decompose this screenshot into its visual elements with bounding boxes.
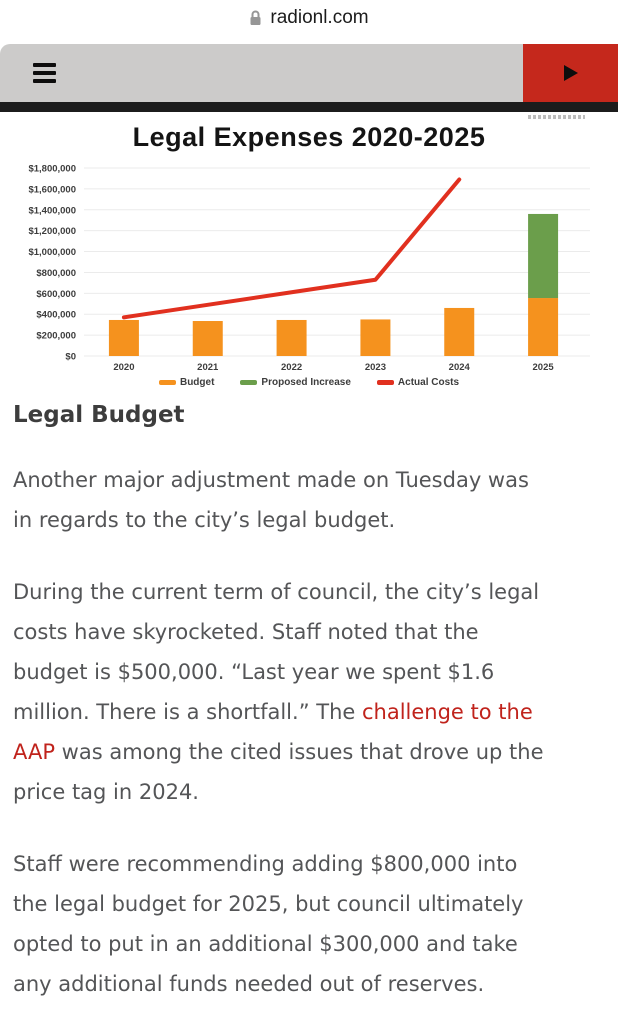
menu-button[interactable] <box>33 59 56 87</box>
play-icon <box>563 65 578 81</box>
header-divider <box>0 102 618 112</box>
y-tick-label: $1,400,000 <box>28 205 76 216</box>
bar-budget-2025 <box>528 298 559 356</box>
legend-swatch-actual-costs <box>376 380 394 385</box>
chart-legend: Budget Proposed Increase Actual Costs <box>0 377 618 388</box>
bar-budget-2020 <box>108 319 139 356</box>
legend-item-proposed-increase: Proposed Increase <box>240 377 351 388</box>
x-tick-label-2022: 2022 <box>281 362 302 373</box>
article-body: Legal Budget Another major adjustment ma… <box>0 402 618 1004</box>
legend-item-actual-costs: Actual Costs <box>376 377 460 388</box>
legend-item-budget: Budget <box>158 377 215 388</box>
paragraph-3: Staff were recommending adding $800,000 … <box>13 852 524 996</box>
paragraph-2: During the current term of council, the … <box>13 572 605 812</box>
bar-budget-2023 <box>360 319 391 356</box>
expenses-chart: $0 $200,000 $400,000 $600,000 $800,000 $1,000… <box>28 164 590 373</box>
bar-budget-2022 <box>276 319 307 356</box>
play-button[interactable] <box>523 44 618 102</box>
legend-label: Actual Costs <box>397 377 460 388</box>
watermark-smudge <box>528 115 585 119</box>
hamburger-icon <box>33 63 56 83</box>
y-tick-label: $800,000 <box>36 268 76 279</box>
legend-label: Proposed Increase <box>261 377 351 388</box>
y-tick-label: $1,600,000 <box>28 184 76 195</box>
lock-icon <box>250 10 261 25</box>
legend-swatch-proposed-increase <box>240 380 258 385</box>
y-tick-label: $1,800,000 <box>28 164 76 175</box>
paragraph-text: During the current term of council, the … <box>13 580 540 724</box>
nav-bar <box>0 44 618 102</box>
x-tick-label-2023: 2023 <box>365 362 386 373</box>
article-link-challenge-aap[interactable]: challenge to the AAP <box>13 700 533 764</box>
chart-section: Legal Expenses 2020-2025 $0 $200,000 $400,… <box>0 122 618 388</box>
site-header <box>0 44 618 112</box>
y-tick-label: $1,200,000 <box>28 226 76 237</box>
bar-proposed-increase-2025 <box>528 213 559 299</box>
legend-label: Budget <box>179 377 215 388</box>
x-tick-label-2020: 2020 <box>113 362 134 373</box>
y-tick-label: $600,000 <box>36 289 76 300</box>
x-tick-label-2025: 2025 <box>533 362 555 373</box>
browser-address-bar[interactable]: radionl.com <box>0 0 618 36</box>
bar-budget-2024 <box>444 307 475 356</box>
y-tick-label: $200,000 <box>36 331 76 342</box>
bar-budget-2021 <box>192 321 223 356</box>
y-tick-label: $400,000 <box>36 310 76 321</box>
line-actual-costs <box>121 177 462 320</box>
y-tick-label: $1,000,000 <box>28 247 76 258</box>
paragraph-1: Another major adjustment made on Tuesday… <box>13 468 529 532</box>
url-text: radionl.com <box>270 7 369 28</box>
x-tick-label-2021: 2021 <box>197 362 219 373</box>
y-tick-label: $0 <box>65 352 76 363</box>
article-heading: Legal Budget <box>13 402 185 428</box>
paragraph-text: was among the cited issues that drove up… <box>13 740 544 804</box>
legend-swatch-budget <box>158 380 176 385</box>
x-tick-label-2024: 2024 <box>449 362 471 373</box>
chart-title: Legal Expenses 2020-2025 <box>132 122 486 152</box>
